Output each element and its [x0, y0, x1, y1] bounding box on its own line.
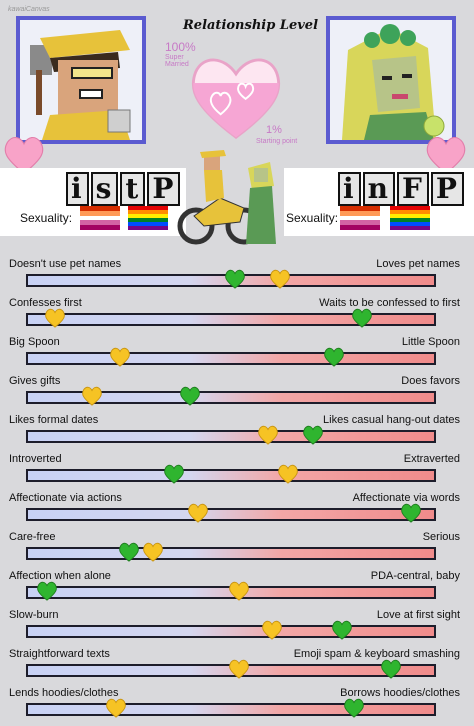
row-right-label: Loves pet names: [376, 258, 460, 270]
green-heart-marker: [323, 347, 344, 367]
preference-bar: [26, 352, 436, 365]
yellow-heart-marker: [188, 503, 209, 523]
row-left-label: Big Spoon: [9, 336, 60, 348]
green-heart-marker: [118, 542, 139, 562]
green-heart-marker: [344, 698, 364, 718]
istp-portrait: [16, 16, 146, 144]
green-heart-marker: [180, 386, 200, 406]
yellow-heart-marker: [143, 542, 163, 562]
infp-avatar-image: [330, 20, 452, 140]
rainbow-flag-icon: [390, 206, 430, 230]
green-heart-marker: [401, 503, 422, 523]
pink-heart-icon: [426, 137, 466, 175]
watermark: kawaiCanvas: [8, 6, 50, 13]
green-heart-marker: [381, 659, 401, 679]
preference-bar: [26, 391, 436, 404]
relationship-heart-meter: [191, 58, 281, 140]
yellow-heart-marker: [258, 425, 278, 445]
preference-bar: [26, 508, 436, 521]
preference-bar: [26, 625, 436, 638]
row-right-label: Serious: [422, 531, 460, 543]
yellow-heart-marker: [229, 659, 250, 679]
green-heart-marker: [225, 269, 245, 289]
istp-sexuality-label: Sexuality:: [20, 211, 73, 225]
green-heart-marker: [163, 464, 184, 484]
preference-bar: [26, 313, 436, 326]
infp-portrait: [326, 16, 456, 144]
row-left-label: Likes formal dates: [9, 414, 99, 426]
top-percent: 100%: [165, 40, 196, 54]
infp-sexuality-label: Sexuality:: [286, 211, 339, 225]
yellow-heart-marker: [278, 464, 299, 484]
row-right-label: Love at first sight: [376, 609, 460, 621]
yellow-heart-marker: [106, 698, 127, 718]
lesbian-flag-icon: [340, 206, 380, 230]
preference-bar: [26, 703, 436, 716]
green-heart-marker: [303, 425, 323, 445]
bottom-percent-label: Starting point: [256, 138, 298, 145]
row-left-label: Gives gifts: [9, 375, 61, 387]
yellow-heart-marker: [110, 347, 131, 367]
yellow-heart-marker: [229, 581, 250, 601]
row-right-label: Likes casual hang-out dates: [323, 414, 460, 426]
preference-bar: [26, 469, 436, 482]
yellow-heart-marker: [81, 386, 102, 406]
preference-bar: [26, 547, 436, 560]
row-left-label: Slow-burn: [9, 609, 59, 621]
type-letter: t: [120, 172, 146, 206]
row-right-label: Borrows hoodies/clothes: [340, 687, 460, 699]
top-percent-label: Super Married: [165, 54, 189, 68]
type-letter: F: [397, 172, 429, 206]
row-right-label: Little Spoon: [401, 336, 460, 348]
row-left-label: Care-free: [9, 531, 56, 543]
couple-illustration: [177, 150, 276, 245]
bottom-percent: 1%: [266, 124, 282, 136]
row-right-label: Affectionate via words: [352, 492, 460, 504]
rainbow-flag-icon: [128, 206, 168, 230]
row-left-label: Affection when alone: [9, 570, 111, 582]
row-right-label: Extraverted: [403, 453, 460, 465]
type-letter: P: [430, 172, 464, 206]
green-heart-marker: [352, 308, 373, 328]
row-left-label: Affectionate via actions: [9, 492, 122, 504]
row-left-label: Straightforward texts: [9, 648, 110, 660]
istp-avatar-image: [20, 20, 142, 140]
type-letter: n: [362, 172, 395, 206]
type-letter: i: [338, 172, 361, 206]
type-letter: P: [147, 172, 181, 206]
type-letter: i: [66, 172, 89, 206]
pink-heart-icon: [4, 137, 44, 175]
yellow-heart-marker: [44, 308, 65, 328]
yellow-heart-marker: [270, 269, 291, 289]
green-heart-marker: [36, 581, 57, 601]
preference-bar: [26, 430, 436, 443]
row-left-label: Lends hoodies/clothes: [9, 687, 119, 699]
row-right-label: PDA-central, baby: [370, 570, 460, 582]
relationship-title: Relationship Level: [183, 18, 319, 33]
row-right-label: Does favors: [401, 375, 460, 387]
type-letter: s: [90, 172, 119, 206]
yellow-heart-marker: [262, 620, 282, 640]
lesbian-flag-icon: [80, 206, 120, 230]
row-left-label: Confesses first: [9, 297, 82, 309]
row-left-label: Doesn't use pet names: [9, 258, 122, 270]
row-right-label: Waits to be confessed to first: [319, 297, 460, 309]
row-right-label: Emoji spam & keyboard smashing: [293, 648, 460, 660]
row-left-label: Introverted: [9, 453, 62, 465]
green-heart-marker: [331, 620, 352, 640]
